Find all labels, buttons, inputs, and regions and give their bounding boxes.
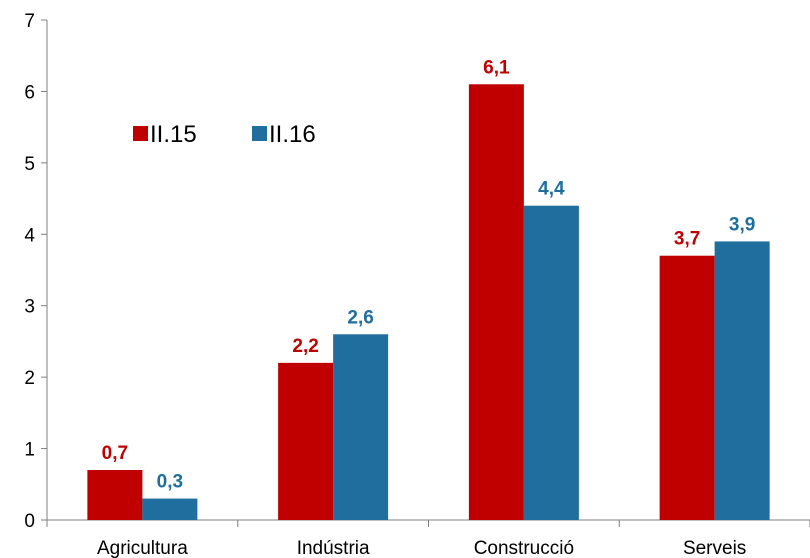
bar-II.15-Indústria [278, 362, 334, 520]
bar-II.15-Agricultura [87, 470, 143, 520]
data-label: 2,2 [292, 336, 318, 357]
bar-II.16-Agricultura [142, 498, 198, 520]
data-labels: 0,7 2,2 6,1 3,7 0,3 2,6 4,4 3,9 [102, 57, 756, 492]
y-tick-label: 7 [24, 11, 35, 32]
y-tick-label: 4 [24, 225, 35, 246]
data-label: 2,6 [347, 307, 373, 328]
legend-label: II.16 [269, 121, 316, 148]
data-label: 6,1 [483, 57, 510, 78]
bar-II.15-Construcció [468, 84, 524, 521]
y-tick-label: 3 [24, 297, 35, 318]
legend-swatch [133, 126, 148, 141]
bar-II.16-Construcció [523, 205, 579, 520]
y-axis: 0 1 2 3 4 5 6 7 [24, 11, 48, 532]
y-tick-label: 6 [24, 82, 35, 103]
x-axis: Agricultura Indústria Construcció Serveis [46, 519, 810, 558]
bar-II.15-Serveis [659, 255, 715, 520]
legend: II.15 II.16 [133, 121, 316, 148]
x-category-label: Indústria [297, 538, 370, 558]
y-tick-label: 0 [24, 511, 35, 532]
data-label: 3,9 [729, 214, 755, 235]
y-tick-label: 5 [24, 154, 35, 175]
y-tick-label: 2 [24, 368, 35, 389]
legend-label: II.15 [150, 121, 197, 148]
x-category-label: Serveis [683, 538, 746, 558]
bar-II.16-Serveis [714, 241, 770, 520]
y-tick-label: 1 [24, 440, 35, 461]
bar-II.16-Indústria [333, 334, 389, 520]
data-label: 0,3 [157, 472, 183, 493]
bars [87, 84, 770, 521]
data-label: 4,4 [538, 179, 565, 200]
legend-swatch [252, 126, 267, 141]
data-label: 3,7 [674, 229, 700, 250]
data-label: 0,7 [102, 443, 128, 464]
x-category-label: Construcció [474, 538, 574, 558]
x-category-label: Agricultura [97, 538, 188, 558]
